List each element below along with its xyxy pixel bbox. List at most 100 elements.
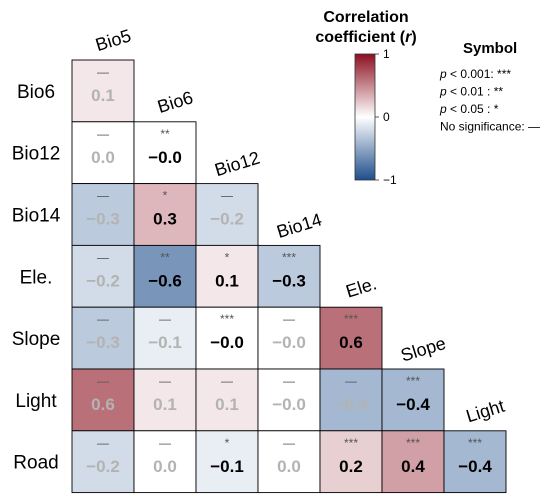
heatmap-cell: — 0.1 bbox=[195, 368, 259, 432]
cell-significance: *** bbox=[282, 250, 296, 264]
heatmap-cell: — −0.3 bbox=[71, 306, 135, 370]
colorbar-tick-label: −1 bbox=[383, 173, 397, 187]
column-label: Ele. bbox=[343, 273, 379, 301]
heatmap-cell: — −0.0 bbox=[257, 306, 321, 370]
legend-item-text: < 0.01 : ** bbox=[447, 85, 504, 99]
cell-value: −0.4 bbox=[458, 457, 492, 476]
heatmap-cell: — −0.2 bbox=[195, 183, 259, 246]
cell-value: −0.2 bbox=[210, 210, 244, 229]
cell-significance: *** bbox=[468, 436, 482, 450]
row-label: Bio12 bbox=[12, 144, 61, 165]
colorbar-title-var: r bbox=[405, 29, 412, 46]
cell-significance: ** bbox=[160, 127, 170, 141]
cell-significance: — bbox=[159, 374, 171, 388]
column-label: Bio5 bbox=[93, 25, 133, 55]
row-label: Road bbox=[13, 453, 58, 474]
heatmap-cell: — −0.1 bbox=[133, 306, 197, 370]
cell-value: −0.4 bbox=[396, 395, 430, 414]
cell-significance: — bbox=[283, 374, 295, 388]
cell-value: −0.4 bbox=[334, 395, 368, 414]
colorbar-title-close: ) bbox=[411, 29, 416, 46]
cell-value: −0.0 bbox=[148, 148, 182, 167]
heatmap-cell: — −0.2 bbox=[71, 430, 135, 494]
cell-value: 0.6 bbox=[91, 395, 115, 414]
cell-value: −0.0 bbox=[210, 333, 244, 352]
cell-significance: — bbox=[97, 312, 109, 326]
legend-p-symbol: p bbox=[439, 67, 447, 81]
cell-significance: — bbox=[159, 436, 171, 450]
cell-significance: — bbox=[159, 312, 171, 326]
heatmap-cell: *** 0.6 bbox=[319, 306, 383, 370]
cell-significance: * bbox=[225, 250, 230, 264]
cell-significance: *** bbox=[344, 312, 358, 326]
heatmap-cell: * −0.1 bbox=[195, 430, 259, 494]
cell-significance: ** bbox=[160, 250, 170, 264]
cell-value: 0.6 bbox=[339, 333, 363, 352]
cell-rect bbox=[257, 368, 321, 432]
cell-rect bbox=[319, 306, 383, 370]
column-label: Bio14 bbox=[274, 209, 324, 242]
heatmap-cell: — 0.1 bbox=[71, 59, 135, 123]
cell-rect bbox=[71, 306, 135, 370]
cell-value: −0.2 bbox=[86, 271, 120, 290]
heatmap-cell: *** −0.0 bbox=[195, 306, 259, 370]
cell-rect bbox=[133, 244, 197, 308]
cell-significance: — bbox=[221, 374, 233, 388]
cell-value: 0.0 bbox=[277, 457, 301, 476]
cell-rect bbox=[195, 430, 259, 494]
cell-rect bbox=[443, 430, 507, 494]
heatmap-cell: — 0.0 bbox=[71, 121, 135, 185]
cell-value: 0.1 bbox=[215, 395, 239, 414]
heatmap-cell: *** −0.4 bbox=[443, 430, 507, 494]
heatmap-cell: — 0.0 bbox=[257, 430, 321, 494]
cell-rect bbox=[381, 430, 445, 494]
cell-value: −0.0 bbox=[272, 395, 306, 414]
colorbar-title-line1: Correlation bbox=[323, 9, 408, 26]
cell-rect bbox=[71, 59, 135, 123]
cell-significance: — bbox=[283, 436, 295, 450]
heatmap-cell: — 0.0 bbox=[133, 430, 197, 494]
legend-item: No significance: — bbox=[440, 120, 540, 134]
cell-rect bbox=[195, 183, 259, 246]
cell-value: 0.3 bbox=[153, 210, 177, 229]
cell-significance: — bbox=[97, 65, 109, 79]
cell-significance: — bbox=[97, 189, 109, 203]
cell-significance: — bbox=[97, 436, 109, 450]
row-label: Ele. bbox=[20, 267, 53, 288]
cell-rect bbox=[257, 430, 321, 494]
cell-rect bbox=[381, 368, 445, 432]
heatmap-cell: — −0.3 bbox=[71, 183, 135, 246]
cell-significance: — bbox=[97, 374, 109, 388]
row-label: Slope bbox=[12, 329, 61, 350]
cell-value: −0.2 bbox=[86, 457, 120, 476]
legend-item-text: < 0.001: *** bbox=[447, 67, 512, 81]
column-label: Bio6 bbox=[155, 87, 195, 117]
colorbar-title-line2: coefficient (r) bbox=[315, 29, 416, 46]
cell-value: 0.1 bbox=[215, 271, 239, 290]
cell-rect bbox=[133, 306, 197, 370]
legend-item-text: No significance: — bbox=[440, 120, 540, 134]
heatmap-cell: — 0.1 bbox=[133, 368, 197, 432]
legend-item-text: < 0.05 : * bbox=[447, 102, 499, 116]
cell-rect bbox=[319, 368, 383, 432]
cell-rect bbox=[195, 244, 259, 308]
heatmap-cell: — −0.2 bbox=[71, 244, 135, 308]
cell-significance: — bbox=[97, 250, 109, 264]
legend-item: p < 0.001: *** bbox=[439, 67, 511, 81]
cell-rect bbox=[133, 430, 197, 494]
cell-significance: *** bbox=[406, 436, 420, 450]
cell-rect bbox=[319, 430, 383, 494]
heatmap-cell: *** −0.3 bbox=[257, 244, 321, 308]
cell-value: 0.0 bbox=[91, 148, 115, 167]
cell-significance: *** bbox=[344, 436, 358, 450]
heatmap-cell: — −0.0 bbox=[257, 368, 321, 432]
cell-significance: * bbox=[225, 436, 230, 450]
cell-value: −0.1 bbox=[148, 333, 182, 352]
colorbar-tick-label: 1 bbox=[383, 47, 390, 61]
cell-rect bbox=[133, 368, 197, 432]
cell-significance: — bbox=[345, 374, 357, 388]
colorbar-tick-label: 0 bbox=[383, 110, 390, 124]
cell-value: −0.3 bbox=[86, 210, 120, 229]
column-label: Slope bbox=[398, 333, 448, 366]
heatmap-cell: * 0.1 bbox=[195, 244, 259, 308]
